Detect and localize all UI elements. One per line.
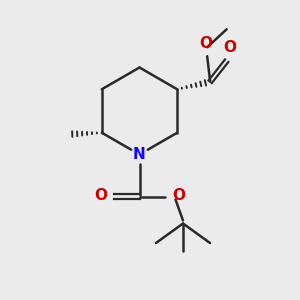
Text: O: O: [223, 40, 236, 55]
Text: O: O: [172, 188, 185, 202]
Text: N: N: [133, 147, 146, 162]
Text: O: O: [94, 188, 107, 202]
Text: O: O: [199, 36, 212, 51]
